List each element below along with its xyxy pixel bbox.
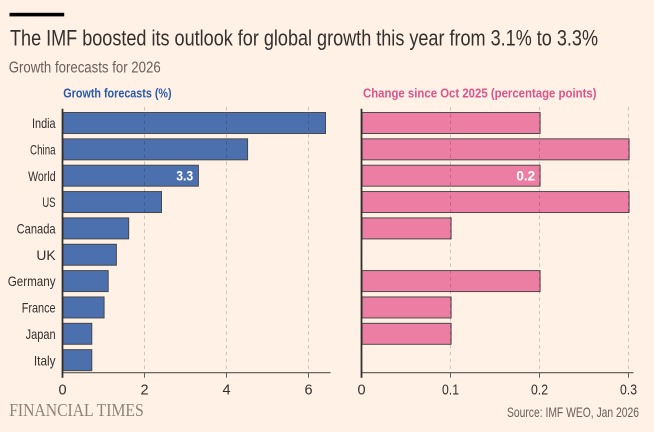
svg-text:US: US [42, 194, 55, 210]
svg-text:0.1: 0.1 [442, 383, 459, 399]
svg-text:2: 2 [140, 383, 148, 399]
svg-text:France: France [22, 300, 56, 316]
svg-text:FINANCIAL TIMES: FINANCIAL TIMES [9, 400, 144, 420]
svg-text:0.2: 0.2 [516, 169, 535, 184]
svg-text:India: India [32, 115, 56, 131]
svg-text:4: 4 [222, 383, 230, 399]
svg-text:Canada: Canada [17, 221, 56, 237]
svg-text:China: China [30, 141, 56, 157]
svg-text:Growth forecasts (%): Growth forecasts (%) [63, 86, 171, 101]
svg-text:Change since Oct 2025 (percent: Change since Oct 2025 (percentage points… [363, 86, 597, 101]
svg-text:3.3: 3.3 [176, 169, 193, 184]
svg-text:The IMF boosted its outlook fo: The IMF boosted its outlook for global g… [10, 26, 598, 51]
svg-text:0: 0 [357, 383, 365, 399]
svg-text:Source: IMF WEO, Jan 2026: Source: IMF WEO, Jan 2026 [507, 404, 639, 420]
svg-text:World: World [28, 168, 56, 184]
svg-text:0.3: 0.3 [620, 383, 637, 399]
svg-text:0: 0 [58, 383, 66, 399]
svg-text:Japan: Japan [26, 326, 56, 342]
svg-text:0.2: 0.2 [531, 383, 548, 399]
svg-text:6: 6 [304, 383, 312, 399]
svg-text:Italy: Italy [34, 352, 56, 368]
svg-text:UK: UK [36, 247, 56, 263]
svg-text:Germany: Germany [8, 273, 56, 289]
svg-text:Growth forecasts for 2026: Growth forecasts for 2026 [9, 59, 161, 76]
